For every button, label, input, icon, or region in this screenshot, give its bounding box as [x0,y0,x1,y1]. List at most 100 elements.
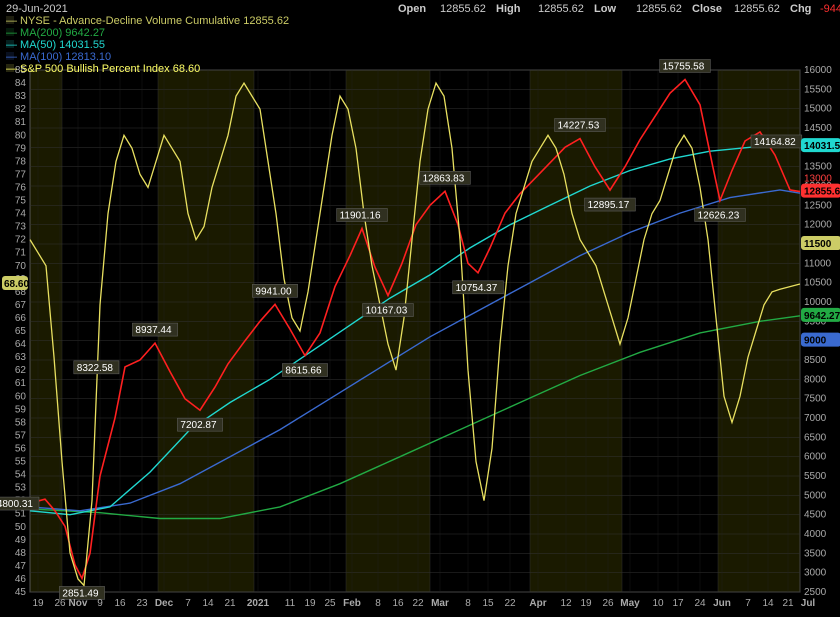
x-tick: 7 [745,598,751,609]
y-right-tick: 12000 [804,220,832,231]
y-left-tick: 48 [15,548,27,559]
x-tick: 7 [185,598,191,609]
x-tick: 25 [324,598,336,609]
y-left-tick: 64 [15,339,27,350]
x-tick: Dec [155,598,174,609]
y-left-tick: 53 [15,483,27,494]
y-left-tick: 65 [15,326,27,337]
y-left-tick: 83 [15,91,27,102]
y-left-tick: 49 [15,535,27,546]
y-left-tick: 63 [15,352,27,363]
chart-date: 29-Jun-2021 [6,3,68,15]
x-tick: 22 [412,598,424,609]
y-left-tick: 71 [15,248,27,259]
x-tick: 23 [136,598,148,609]
x-tick: 16 [392,598,404,609]
x-tick: 14 [762,598,774,609]
x-tick: 19 [304,598,316,609]
svg-text:Open: Open [398,3,426,15]
y-left-tick: 67 [15,300,27,311]
y-left-tick: 60 [15,391,27,402]
svg-text:12863.83: 12863.83 [423,173,465,184]
x-tick: 2021 [247,598,270,609]
x-tick: 19 [32,598,44,609]
x-tick: 8 [375,598,381,609]
y-right-tick: 4000 [804,529,827,540]
svg-text:9941.00: 9941.00 [255,286,292,297]
svg-text:14227.53: 14227.53 [558,121,600,132]
svg-text:12855.62: 12855.62 [636,3,682,15]
y-left-tick: 75 [15,196,27,207]
y-right-tick: 8000 [804,374,827,385]
x-tick: 8 [465,598,471,609]
y-left-tick: 55 [15,457,27,468]
x-tick: 15 [482,598,494,609]
y-left-tick: 77 [15,169,27,180]
y-left-tick: 76 [15,182,27,193]
x-tick: 16 [114,598,126,609]
svg-text:10754.37: 10754.37 [456,283,498,294]
y-left-tick: 46 [15,574,27,585]
x-tick: 26 [602,598,614,609]
y-right-tick: 5500 [804,471,827,482]
x-tick: Apr [529,598,546,609]
x-tick: 21 [782,598,794,609]
y-right-tick: 10000 [804,297,832,308]
x-tick: Mar [431,598,449,609]
x-tick: 10 [652,598,664,609]
y-right-tick: 11000 [804,258,832,269]
svg-text:68.60: 68.60 [4,279,29,290]
y-left-tick: 56 [15,443,27,454]
svg-text:12855.62: 12855.62 [734,3,780,15]
y-right-tick: 3000 [804,568,827,579]
y-left-tick: 61 [15,378,27,389]
svg-text:9642.27: 9642.27 [804,311,840,322]
x-tick: Nov [69,598,88,609]
y-left-tick: 74 [15,209,27,220]
x-tick: 24 [694,598,706,609]
y-left-tick: 50 [15,522,27,533]
x-tick: May [620,598,640,609]
y-left-tick: 80 [15,130,27,141]
svg-text:Chg: Chg [790,3,811,15]
y-left-tick: 79 [15,143,27,154]
stock-chart: { "meta": { "date": "29-Jun-2021", "ohlc… [0,0,840,617]
y-right-tick: 10500 [804,278,832,289]
y-left-tick: 54 [15,470,27,481]
y-left-tick: 45 [15,587,27,598]
y-right-tick: 12500 [804,200,832,211]
y-left-tick: 47 [15,561,27,572]
svg-text:9000: 9000 [804,336,827,347]
svg-text:12895.17: 12895.17 [588,200,630,211]
y-left-tick: 73 [15,222,27,233]
svg-text:High: High [496,3,521,15]
y-right-tick: 15000 [804,104,832,115]
x-tick: 21 [224,598,236,609]
svg-text:12855.62: 12855.62 [440,3,486,15]
x-tick: Jul [801,598,816,609]
y-left-tick: 70 [15,261,27,272]
svg-text:12626.23: 12626.23 [698,210,740,221]
y-left-tick: 59 [15,404,27,415]
y-right-tick: 2500 [804,587,827,598]
chart-svg: 2500300035004000450050005500600065007000… [0,0,840,617]
y-right-tick: 8500 [804,355,827,366]
x-tick: 19 [580,598,592,609]
legend-item: — MA(100) 12813.10 [6,51,111,63]
legend-item: — NYSE - Advance-Decline Volume Cumulati… [6,15,289,27]
svg-text:8615.66: 8615.66 [285,366,322,377]
svg-text:12855.62: 12855.62 [538,3,584,15]
y-right-tick: 7500 [804,394,827,405]
y-right-tick: 14500 [804,123,832,134]
svg-text:7202.87: 7202.87 [180,420,217,431]
y-left-tick: 62 [15,365,27,376]
y-left-tick: 58 [15,417,27,428]
y-right-tick: 13500 [804,162,832,173]
y-right-tick: 15500 [804,84,832,95]
y-left-tick: 72 [15,235,27,246]
legend-item: — S&P 500 Bullish Percent Index 68.60 [6,63,200,75]
svg-text:Low: Low [594,3,616,15]
legend-item: — MA(50) 14031.55 [6,39,105,51]
x-tick: Jun [713,598,731,609]
y-left-tick: 78 [15,156,27,167]
